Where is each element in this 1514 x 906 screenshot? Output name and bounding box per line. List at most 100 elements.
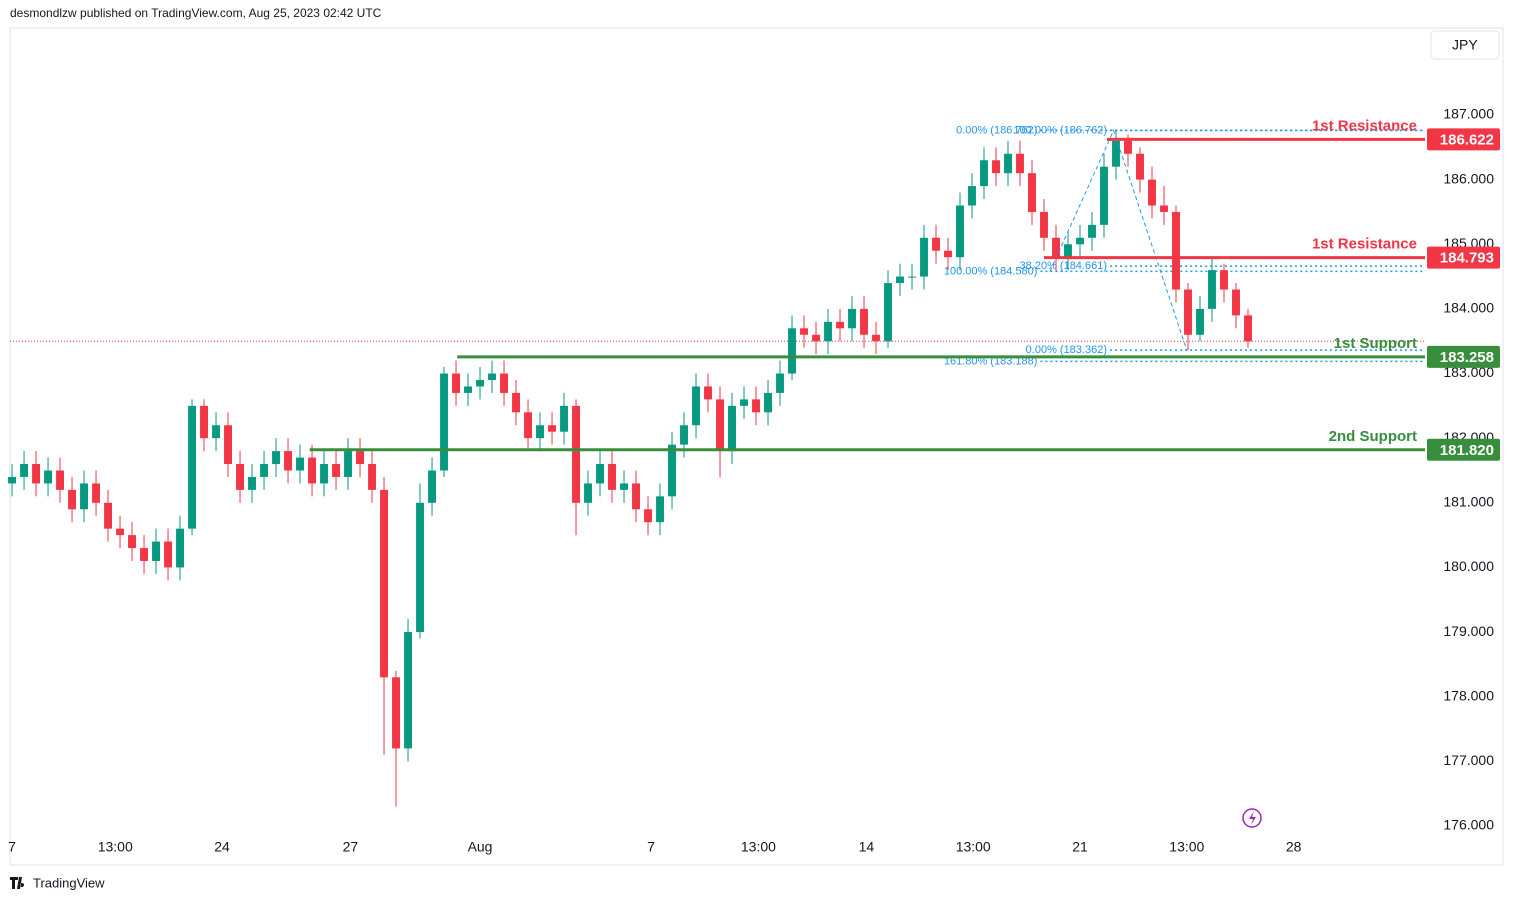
candle-body (284, 451, 292, 471)
candle-body (944, 250, 952, 258)
x-tick-label: Aug (468, 839, 493, 855)
candle-body (1148, 179, 1156, 206)
candle-body (608, 464, 616, 490)
candle-body (692, 386, 700, 426)
candle-body (476, 379, 484, 387)
candle-body (512, 392, 520, 413)
x-tick-label: 13:00 (956, 839, 991, 855)
candle-body (440, 373, 448, 471)
level-price-box (1427, 128, 1500, 151)
candle-body (836, 321, 844, 329)
candle-body (548, 425, 556, 432)
currency-button[interactable] (1430, 30, 1500, 60)
currency[interactable]: JPY (1452, 37, 1478, 53)
candle-body (296, 457, 304, 471)
fib-label: 100.00% (186.762) (1013, 124, 1107, 136)
candle-body (500, 373, 508, 393)
candle-body (332, 464, 340, 477)
candle-body (716, 399, 724, 452)
y-tick-label: 180.000 (1443, 558, 1494, 574)
candle-body (1196, 308, 1204, 335)
y-tick-label: 183.000 (1443, 364, 1494, 380)
candle-body (1052, 237, 1060, 258)
candle-body (488, 373, 496, 380)
candle-body (140, 548, 148, 561)
candle-body (116, 528, 124, 536)
candle-body (428, 470, 436, 503)
y-tick-label: 186.000 (1443, 170, 1494, 186)
candle-body (1028, 173, 1036, 212)
x-tick-label: 13:00 (1169, 839, 1204, 855)
fib-label: 38.20% (184.661) (1020, 260, 1107, 272)
candle-body (1160, 205, 1168, 212)
level-price-label: 186.622 (1440, 131, 1494, 148)
candle-body (860, 308, 868, 335)
candle-body (1136, 153, 1144, 180)
candle-body (404, 632, 412, 749)
x-tick-label: 13:00 (98, 839, 133, 855)
candle-body (656, 496, 664, 523)
x-tick-label: 13:00 (741, 839, 776, 855)
candle-body (620, 483, 628, 490)
fib-label: 0.00% (183.362) (1026, 344, 1107, 356)
candle-body (848, 308, 856, 329)
candle-body (392, 677, 400, 749)
candle-body (872, 334, 880, 342)
logo (10, 877, 25, 889)
candle-body (1076, 237, 1084, 245)
candle-body (1040, 211, 1048, 238)
candle-body (248, 476, 256, 490)
y-tick-label: 176.000 (1443, 817, 1494, 833)
candle-body (1004, 153, 1012, 174)
candle-body (1172, 211, 1180, 290)
candle-body (152, 541, 160, 561)
level-name: 2nd Support (1329, 428, 1417, 445)
y-tick-label: 177.000 (1443, 752, 1494, 768)
candle-body (320, 464, 328, 484)
x-tick-label: 7 (647, 839, 655, 855)
candle-body (812, 334, 820, 342)
candle-body (1088, 224, 1096, 238)
level-price-box (1427, 246, 1500, 269)
level-price-label: 184.793 (1440, 250, 1494, 267)
candle-body (224, 425, 232, 465)
x-tick-label: 28 (1286, 839, 1302, 855)
x-tick-label: 24 (214, 839, 230, 855)
candle-body (740, 399, 748, 406)
candle-body (884, 283, 892, 342)
candle-body (68, 489, 76, 510)
frame (9, 27, 1504, 866)
candle-body (956, 205, 964, 258)
x-tick-label: 14 (859, 839, 875, 855)
candle-body (452, 373, 460, 393)
candle-body (668, 444, 676, 497)
fib-label: 0.00% (186.762) (956, 124, 1037, 136)
level-price-box (1427, 345, 1500, 368)
flash-icon (1242, 808, 1262, 828)
candle-body (356, 451, 364, 465)
brand: TradingView (33, 875, 105, 890)
x-tick-label: 7 (8, 839, 16, 855)
candle-body (176, 528, 184, 568)
candle-body (932, 237, 940, 251)
candle-body (644, 509, 652, 523)
candle-body (704, 386, 712, 400)
candle-body (416, 502, 424, 633)
x-tick-label: 21 (1072, 839, 1088, 855)
y-tick-label: 178.000 (1443, 687, 1494, 703)
level-price-box (1427, 438, 1500, 461)
candle-body (8, 476, 16, 484)
candle-body (584, 483, 592, 503)
candle-body (188, 405, 196, 529)
candle-body (464, 386, 472, 393)
candle-body (992, 160, 1000, 174)
candle-body (596, 464, 604, 484)
level-name: 1st Support (1334, 335, 1417, 352)
candle-body (212, 425, 220, 439)
candle-body (92, 483, 100, 503)
candle-body (260, 464, 268, 477)
candle-body (44, 470, 52, 484)
candle-body (524, 412, 532, 439)
candle-body (1064, 244, 1072, 258)
